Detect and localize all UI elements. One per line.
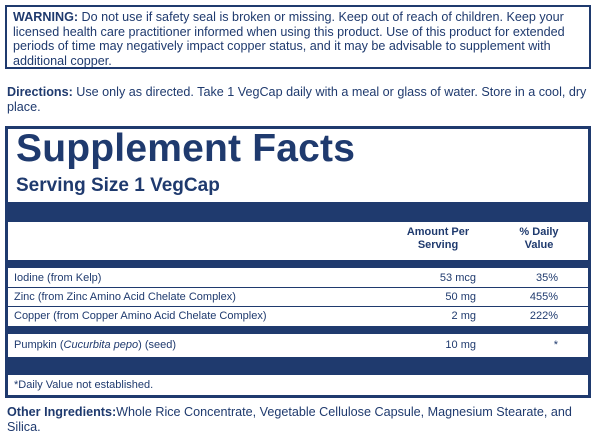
nutrient-dv: 35% xyxy=(535,272,558,284)
nutrient-dv: 222% xyxy=(529,310,558,322)
nutrient-dv: 455% xyxy=(529,291,558,303)
nutrient-amount: 2 mg xyxy=(451,310,476,322)
table-row: Iodine (from Kelp) 53 mcg 35% xyxy=(8,270,588,286)
warning-text: Do not use if safety seal is broken or m… xyxy=(13,10,565,68)
row-divider xyxy=(8,287,588,288)
nutrient-dv: * xyxy=(553,339,558,351)
thick-divider-top xyxy=(8,202,588,222)
amount-per-serving-header: Amount Per Serving xyxy=(388,226,488,252)
table-row: Zinc (from Zinc Amino Acid Chelate Compl… xyxy=(8,289,588,305)
supplement-facts-panel: Supplement Facts Serving Size 1 VegCap A… xyxy=(5,126,591,398)
warning-label: WARNING: xyxy=(13,10,79,24)
pumpkin-suffix: ) (seed) xyxy=(138,339,177,351)
directions: Directions: Use only as directed. Take 1… xyxy=(7,85,592,115)
other-ingredients-text: Whole Rice Concentrate, Vegetable Cellul… xyxy=(7,405,572,434)
facts-title: Supplement Facts xyxy=(16,127,356,170)
row-divider xyxy=(8,306,588,307)
pumpkin-latin-name: Cucurbita pepo xyxy=(63,339,139,351)
pumpkin-prefix: Pumpkin ( xyxy=(14,339,64,351)
directions-label: Directions: xyxy=(7,85,73,99)
table-row: Copper (from Copper Amino Acid Chelate C… xyxy=(8,308,588,324)
nutrient-name: Pumpkin (Cucurbita pepo) (seed) xyxy=(14,337,176,353)
directions-text: Use only as directed. Take 1 VegCap dail… xyxy=(7,85,587,114)
medium-divider xyxy=(8,326,588,334)
table-row: Pumpkin (Cucurbita pepo) (seed) 10 mg * xyxy=(8,337,588,353)
nutrient-name: Copper (from Copper Amino Acid Chelate C… xyxy=(14,310,267,322)
amount-header-line1: Amount Per xyxy=(406,226,470,238)
dv-header-line2: Value xyxy=(524,239,554,251)
daily-value-header: % Daily Value xyxy=(504,226,574,252)
nutrient-amount: 53 mcg xyxy=(439,272,476,284)
footnote: *Daily Value not established. xyxy=(14,379,154,391)
medium-divider xyxy=(8,260,588,268)
nutrient-name: Zinc (from Zinc Amino Acid Chelate Compl… xyxy=(14,291,236,303)
serving-size: Serving Size 1 VegCap xyxy=(16,175,220,196)
dv-header-line1: % Daily xyxy=(519,226,559,238)
nutrient-amount: 50 mg xyxy=(445,291,476,303)
nutrient-name: Iodine (from Kelp) xyxy=(14,272,102,284)
nutrient-amount: 10 mg xyxy=(445,339,476,351)
warning-box: WARNING: Do not use if safety seal is br… xyxy=(5,5,591,69)
other-ingredients: Other Ingredients:Whole Rice Concentrate… xyxy=(7,405,595,435)
thick-divider-bottom xyxy=(8,357,588,375)
other-ingredients-label: Other Ingredients: xyxy=(7,405,117,419)
amount-header-line2: Serving xyxy=(417,239,459,251)
